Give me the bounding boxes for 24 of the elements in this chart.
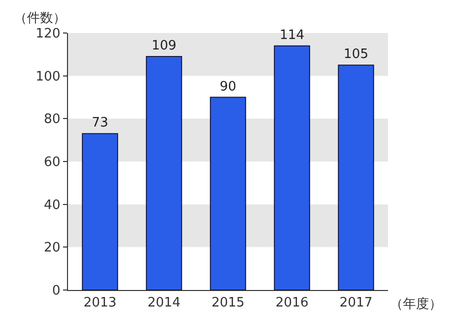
x-tick-label: 2015 — [211, 296, 245, 311]
data-label: 109 — [152, 38, 176, 54]
bar — [338, 64, 374, 290]
x-tick-label: 2016 — [275, 296, 309, 311]
bar — [146, 56, 182, 290]
x-tick-label: 2014 — [147, 296, 181, 311]
data-label: 73 — [92, 116, 108, 131]
x-tick-label: 2013 — [83, 296, 117, 311]
y-tick-label: 20 — [44, 240, 60, 256]
y-tick-label: 60 — [44, 155, 60, 170]
y-tick-label: 40 — [44, 198, 60, 213]
bar — [274, 45, 310, 290]
y-axis-title: （件数） — [14, 11, 66, 26]
data-label: 90 — [220, 79, 236, 94]
data-label: 114 — [280, 28, 304, 43]
y-tick-label: 100 — [36, 69, 60, 84]
bar — [82, 133, 118, 290]
x-axis-title: （年度） — [390, 296, 442, 312]
y-tick-label: 80 — [44, 112, 60, 128]
bar — [210, 96, 246, 290]
data-label: 105 — [344, 47, 368, 62]
y-tick-label: 0 — [52, 284, 60, 299]
x-tick-label: 2017 — [339, 296, 373, 311]
y-tick-label: 120 — [36, 26, 60, 42]
